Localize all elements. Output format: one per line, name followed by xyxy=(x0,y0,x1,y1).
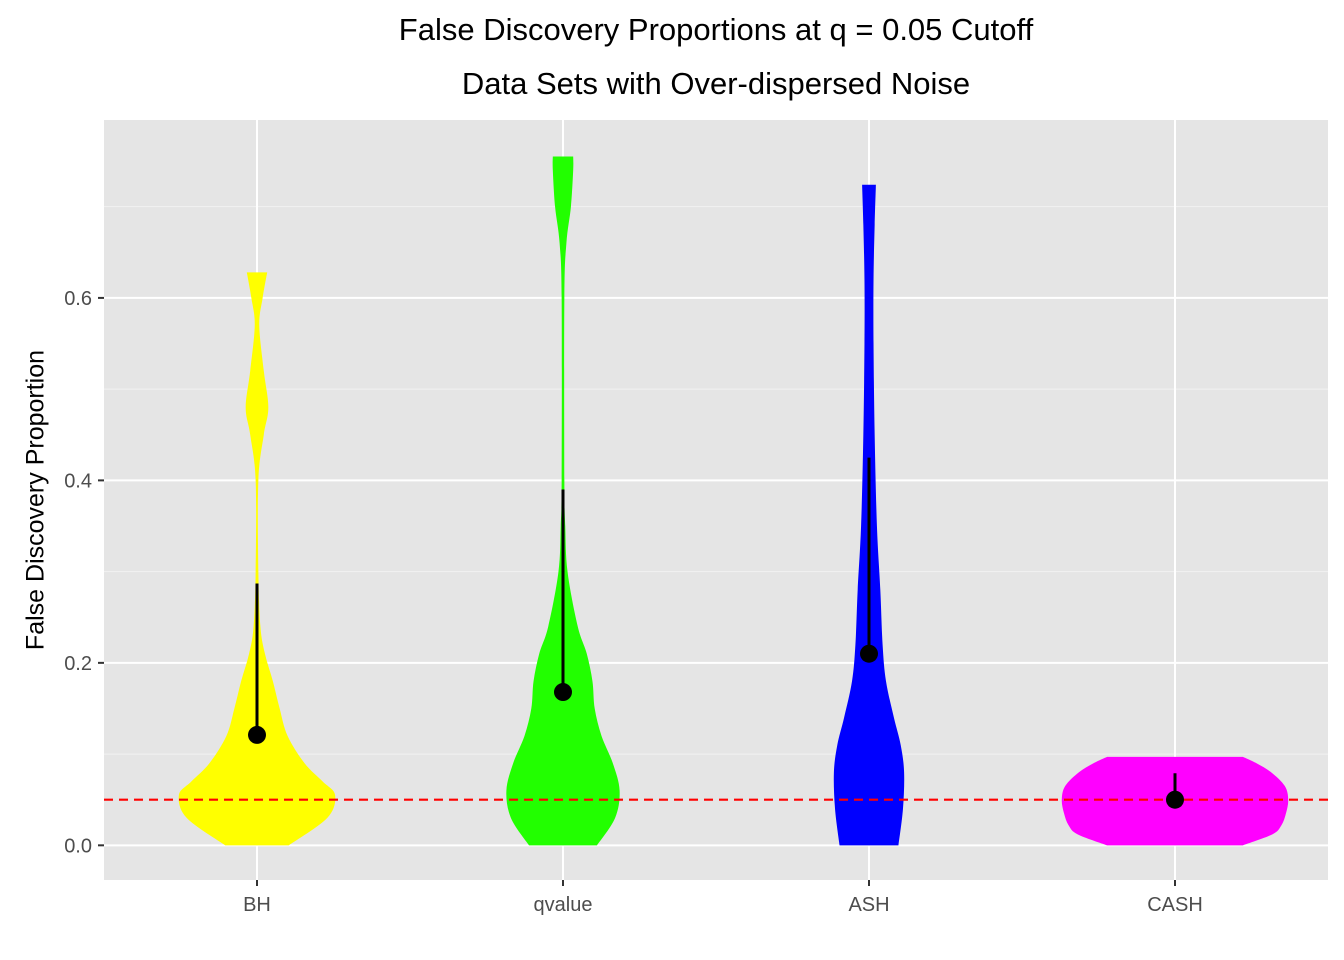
x-axis: BH qvalue ASH CASH xyxy=(243,880,1203,916)
chart-subtitle: Data Sets with Over-dispersed Noise xyxy=(461,66,971,101)
violin-bh xyxy=(178,272,336,846)
chart-title: False Discovery Proportions at q = 0.05 … xyxy=(398,12,1034,47)
x-tick-label: BH xyxy=(243,894,271,916)
minor-gridlines xyxy=(104,206,1328,755)
y-tick-label: 0.4 xyxy=(64,470,92,492)
mean-point-ash xyxy=(860,644,878,663)
y-tick-label: 0.2 xyxy=(64,653,92,675)
summary-marks xyxy=(248,457,1184,809)
y-axis: 0.0 0.2 0.4 0.6 xyxy=(64,288,104,857)
mean-point-cash xyxy=(1166,790,1184,809)
y-tick-label: 0.6 xyxy=(64,288,92,310)
y-tick-label: 0.0 xyxy=(64,835,92,857)
mean-point-qvalue xyxy=(554,683,572,702)
x-tick-label: CASH xyxy=(1147,894,1203,916)
x-tick-label: qvalue xyxy=(534,894,593,916)
plot-panel xyxy=(104,120,1328,880)
mean-point-bh xyxy=(248,725,266,744)
x-tick-label: ASH xyxy=(848,894,889,916)
